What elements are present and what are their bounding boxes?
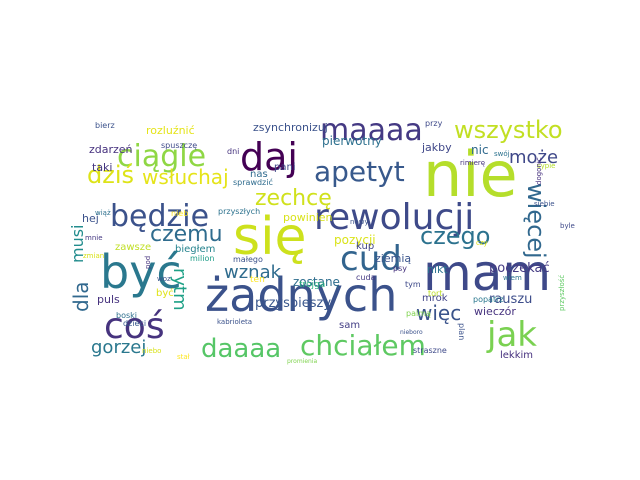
cloud-word: chciałem: [300, 329, 426, 362]
cloud-word: zostanę: [293, 275, 340, 289]
cloud-word: daj: [240, 135, 298, 179]
cloud-word: ciągle: [117, 139, 206, 174]
cloud-word: przyszłych: [218, 207, 260, 216]
cloud-word: nieboro: [400, 329, 423, 336]
cloud-word: wieczór: [474, 305, 516, 318]
cloud-word: nikt: [427, 263, 448, 276]
cloud-word: tym: [405, 280, 421, 289]
cloud-word: przyspieszy: [255, 296, 331, 311]
cloud-word: dzieci: [123, 319, 146, 328]
cloud-word: hej: [82, 212, 99, 225]
cloud-word: małego: [233, 255, 263, 264]
cloud-word: będzie: [110, 199, 209, 234]
cloud-word: dziś: [87, 161, 134, 189]
cloud-word: kabrioleta: [217, 318, 252, 326]
cloud-word: powinien: [283, 211, 333, 224]
cloud-word: sypie: [537, 162, 555, 170]
cloud-word: mrok: [422, 293, 448, 304]
cloud-word: spuszczę: [161, 141, 197, 150]
cloud-word: straszne: [413, 346, 447, 355]
cloud-word: jak: [486, 315, 537, 355]
cloud-word: żadnych: [205, 268, 397, 322]
cloud-word: dogonić: [535, 157, 543, 185]
cloud-word: czy: [476, 239, 488, 247]
cloud-word: nowy: [350, 218, 369, 226]
cloud-word: gorzej: [91, 337, 146, 358]
cloud-word: apetyt: [314, 155, 405, 188]
cloud-word: rozluźnić: [146, 124, 195, 137]
cloud-word: sprawdzić: [233, 177, 273, 187]
cloud-word: dla: [69, 281, 93, 312]
cloud-word: promienia: [287, 358, 317, 365]
cloud-word: wznak: [224, 262, 282, 283]
cloud-word: siebie: [534, 200, 555, 208]
cloud-word: więc: [416, 301, 461, 325]
cloud-word: milion: [190, 254, 214, 263]
cloud-word: poczekać: [489, 261, 550, 276]
cloud-word: jakby: [421, 141, 452, 154]
cloud-word: rauszu: [489, 292, 532, 307]
cloud-word: wiąż: [95, 209, 111, 217]
cloud-word: ten: [250, 275, 265, 285]
cloud-word: cuda: [356, 273, 376, 282]
cloud-word: taki: [92, 161, 112, 174]
cloud-word: sam: [339, 320, 360, 331]
cloud-word: mam: [423, 244, 551, 302]
cloud-word: rytm: [169, 268, 190, 311]
cloud-word: być: [100, 245, 182, 299]
cloud-word: pozycji: [334, 233, 376, 247]
cloud-word: dni: [227, 147, 239, 156]
cloud-word: woz: [157, 275, 171, 283]
cloud-word: rewolucji: [314, 197, 474, 238]
cloud-word: trojga: [299, 280, 325, 290]
cloud-word: zawsze: [115, 242, 151, 253]
cloud-word: tort: [428, 289, 442, 298]
cloud-word: pod: [144, 256, 152, 269]
cloud-word: puls: [97, 293, 120, 306]
cloud-word: byle: [560, 222, 575, 230]
cloud-word: mnie: [85, 234, 103, 242]
cloud-word: rimierę: [460, 159, 485, 167]
cloud-word: boski: [116, 311, 137, 320]
cloud-word: stał: [177, 353, 190, 361]
cloud-word: przyszłość: [558, 275, 566, 311]
cloud-word: bierz: [95, 121, 115, 130]
cloud-word: coś: [104, 306, 165, 347]
cloud-word: nieb: [171, 209, 188, 218]
cloud-word: swój: [494, 150, 510, 158]
cloud-word: biegłem: [175, 244, 215, 255]
cloud-word: czego: [420, 222, 490, 250]
cloud-word: nic: [471, 143, 489, 157]
cloud-word: zechcę: [255, 186, 332, 211]
cloud-word: zsynchronizuj: [253, 121, 328, 134]
cloud-word: cud: [340, 239, 402, 279]
cloud-word: zmian: [83, 252, 104, 260]
cloud-word: niebo: [142, 347, 161, 355]
cloud-word: pierwotny: [322, 134, 382, 148]
cloud-word: się: [233, 207, 307, 267]
cloud-word: wiem: [503, 274, 522, 282]
cloud-word: palmą: [406, 309, 431, 318]
cloud-word: przy: [425, 119, 443, 128]
cloud-word: wszystko: [454, 116, 563, 144]
cloud-word: ziemią: [375, 252, 411, 265]
cloud-word: więcej: [522, 183, 550, 259]
cloud-word: daaaa: [201, 334, 281, 364]
cloud-word: wsłuchaj: [142, 165, 229, 189]
cloud-word: pani: [274, 162, 296, 173]
cloud-word: lekkim: [500, 350, 533, 361]
cloud-word: nie: [423, 138, 518, 211]
cloud-word: być: [156, 287, 174, 299]
cloud-word: plan: [457, 323, 466, 340]
cloud-word: czemu: [150, 222, 223, 247]
cloud-word: zdarzeń: [89, 143, 133, 156]
cloud-word: musi: [68, 224, 87, 263]
cloud-word: psy: [393, 264, 407, 273]
cloud-word: może: [509, 147, 558, 168]
cloud-word: popatrz: [473, 295, 504, 304]
cloud-word: nas: [250, 169, 268, 180]
cloud-word: maaaa: [320, 113, 423, 148]
cloud-word: kup: [356, 241, 374, 252]
